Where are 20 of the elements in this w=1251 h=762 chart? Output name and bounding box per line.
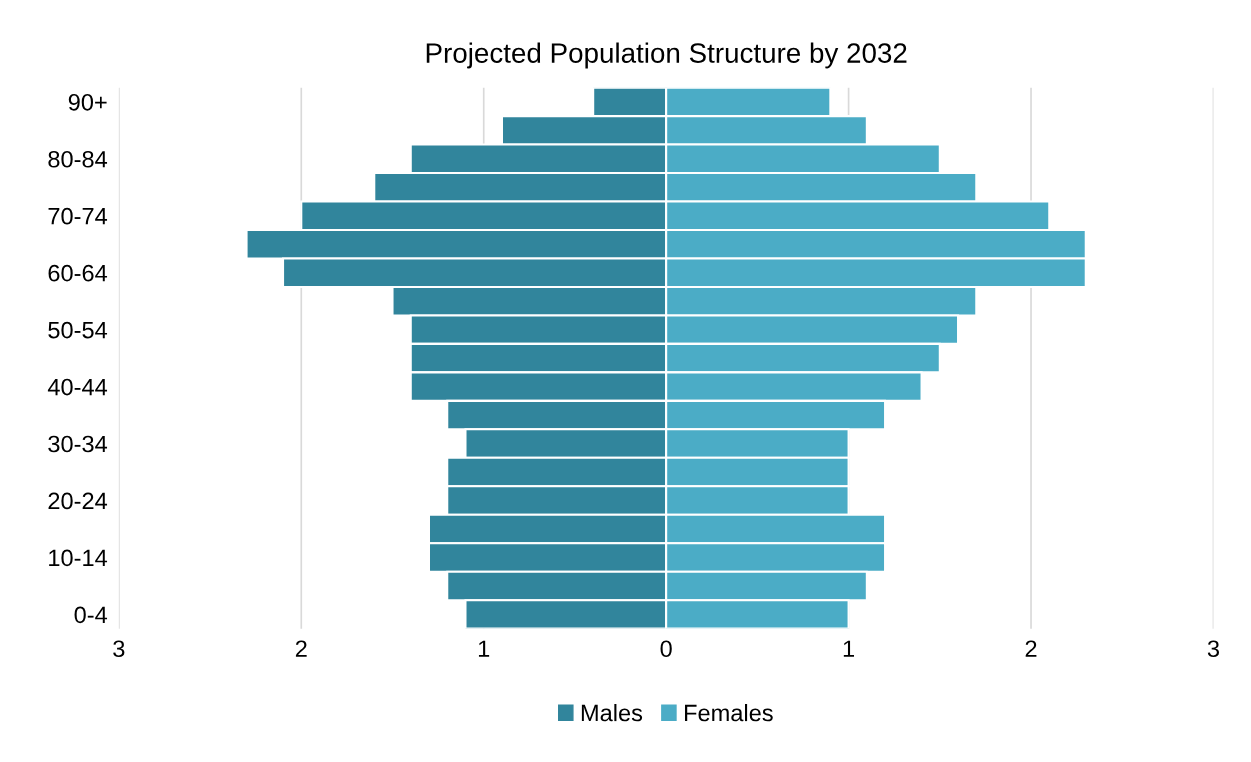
- y-tick-label: 10-14: [49, 549, 108, 567]
- x-tick-label: 3: [1207, 640, 1219, 658]
- y-tick-label: 20-24: [48, 492, 108, 510]
- x-tick-label: 3: [113, 640, 125, 658]
- x-tick-label: 1: [478, 640, 490, 657]
- chart-title: Projected Population Structure by 2032: [426, 42, 907, 69]
- y-tick-label: 0-4: [74, 606, 108, 624]
- y-tick-label: 30-34: [48, 435, 108, 453]
- y-tick-label: 90+: [68, 93, 107, 111]
- x-tick-label: 2: [295, 640, 307, 657]
- y-tick-label: 50-54: [48, 321, 108, 339]
- y-tick-label: 40-44: [47, 378, 108, 396]
- x-tick-label: 1: [843, 640, 855, 657]
- legend-label: Females: [685, 704, 773, 722]
- x-tick-label: 2: [1025, 640, 1037, 657]
- y-tick-label: 60-64: [48, 264, 108, 282]
- legend-label: Males: [581, 704, 643, 722]
- y-tick-label: 80-84: [48, 150, 108, 168]
- x-tick-label: 0: [660, 640, 672, 658]
- y-tick-label: 70-74: [48, 207, 108, 225]
